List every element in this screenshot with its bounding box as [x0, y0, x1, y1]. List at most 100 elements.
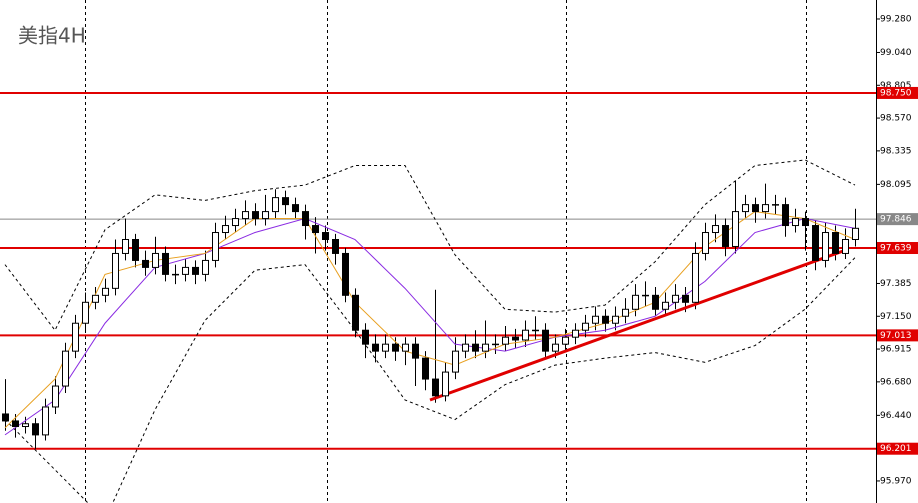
candle-body [62, 350, 69, 387]
candle-body [592, 315, 599, 324]
candle-body [712, 225, 719, 234]
candle-body [692, 252, 699, 303]
level-label: 97.013 [880, 331, 912, 341]
candle-body [532, 329, 539, 332]
candle-body [732, 211, 739, 247]
candle-body [562, 336, 569, 345]
candle-body [12, 420, 19, 428]
candle-body [282, 197, 289, 206]
y-tick-label: 98.805 [880, 81, 912, 91]
candle-body [442, 371, 449, 397]
candle-body [422, 357, 429, 380]
candle-body [582, 322, 589, 331]
candle-body [572, 329, 579, 338]
y-tick-label: 95.970 [880, 476, 912, 486]
candle-body [32, 423, 39, 436]
candle-body [112, 252, 119, 289]
candle-body [462, 343, 469, 352]
y-tick-label: 97.385 [880, 279, 912, 289]
candle-body [22, 423, 29, 428]
y-tick-label: 98.335 [880, 146, 912, 156]
candle-body [432, 378, 439, 397]
candle-body [742, 204, 749, 213]
candle-body [42, 406, 49, 436]
candle-body [392, 343, 399, 352]
candle-body [72, 322, 79, 352]
candle-body [142, 259, 149, 268]
candle-body [2, 413, 9, 422]
candle-body [292, 204, 299, 213]
last-price-box [877, 213, 918, 226]
candle-body [272, 197, 279, 213]
level-box [877, 242, 918, 255]
y-tick-label: 96.440 [880, 411, 912, 421]
candle-body [412, 343, 419, 359]
candle-body [352, 294, 359, 331]
candle-body [612, 315, 619, 324]
candle-body [152, 252, 159, 268]
candle-body [682, 294, 689, 303]
candle-body [372, 343, 379, 352]
candle-body [662, 301, 669, 310]
candle-body [182, 266, 189, 275]
candle-body [552, 343, 559, 352]
candle-body [222, 225, 229, 234]
candle-body [722, 225, 729, 247]
candle-body [652, 294, 659, 310]
candle-body [642, 294, 649, 297]
candle-body [332, 238, 339, 254]
candle-body [672, 294, 679, 303]
candle-body [632, 294, 639, 310]
candle-body [502, 336, 509, 345]
y-tick-label: 98.095 [880, 180, 912, 190]
candle-body [512, 336, 519, 341]
level-box [877, 442, 918, 455]
level-label: 96.201 [880, 444, 912, 454]
candle-body [342, 252, 349, 296]
candle-body [212, 232, 219, 261]
y-tick-label: 98.570 [880, 114, 912, 124]
candle-body [472, 343, 479, 352]
candle-body [232, 218, 239, 227]
level-label: 98.750 [880, 88, 912, 98]
candle-body [852, 227, 859, 240]
candle-body [312, 225, 319, 234]
ma-line [4, 218, 856, 436]
candle-body [602, 315, 609, 324]
candle-body [192, 266, 199, 275]
y-tick-label: 96.915 [880, 345, 912, 355]
trend-line [429, 247, 849, 402]
candle-body [702, 232, 709, 254]
candle-body [322, 232, 329, 240]
candle-body [202, 259, 209, 275]
last-price-label: 97.846 [880, 215, 912, 225]
candle-body [622, 308, 629, 317]
level-box [877, 86, 918, 99]
candle-body [382, 343, 389, 352]
y-tick-label: 99.280 [880, 14, 912, 24]
candle-body [262, 211, 269, 220]
candle-body [762, 204, 769, 213]
candle-body [102, 287, 109, 296]
y-tick-label: 97.150 [880, 312, 912, 322]
candle-body [132, 238, 139, 261]
level-box [877, 329, 918, 342]
y-tick-label: 99.040 [880, 48, 912, 58]
candle-body [492, 343, 499, 346]
candle-body [792, 218, 799, 227]
candle-body [822, 232, 829, 261]
candle-body [452, 350, 459, 373]
candle-body [252, 211, 259, 220]
candle-body [92, 294, 99, 303]
candle-body [162, 252, 169, 275]
candle-body [522, 329, 529, 341]
candle-body [402, 343, 409, 352]
candle-body [122, 238, 129, 254]
plot-area [0, 91, 876, 503]
candle-body [782, 204, 789, 227]
y-tick-label: 96.680 [880, 377, 912, 387]
candle-body [542, 329, 549, 352]
